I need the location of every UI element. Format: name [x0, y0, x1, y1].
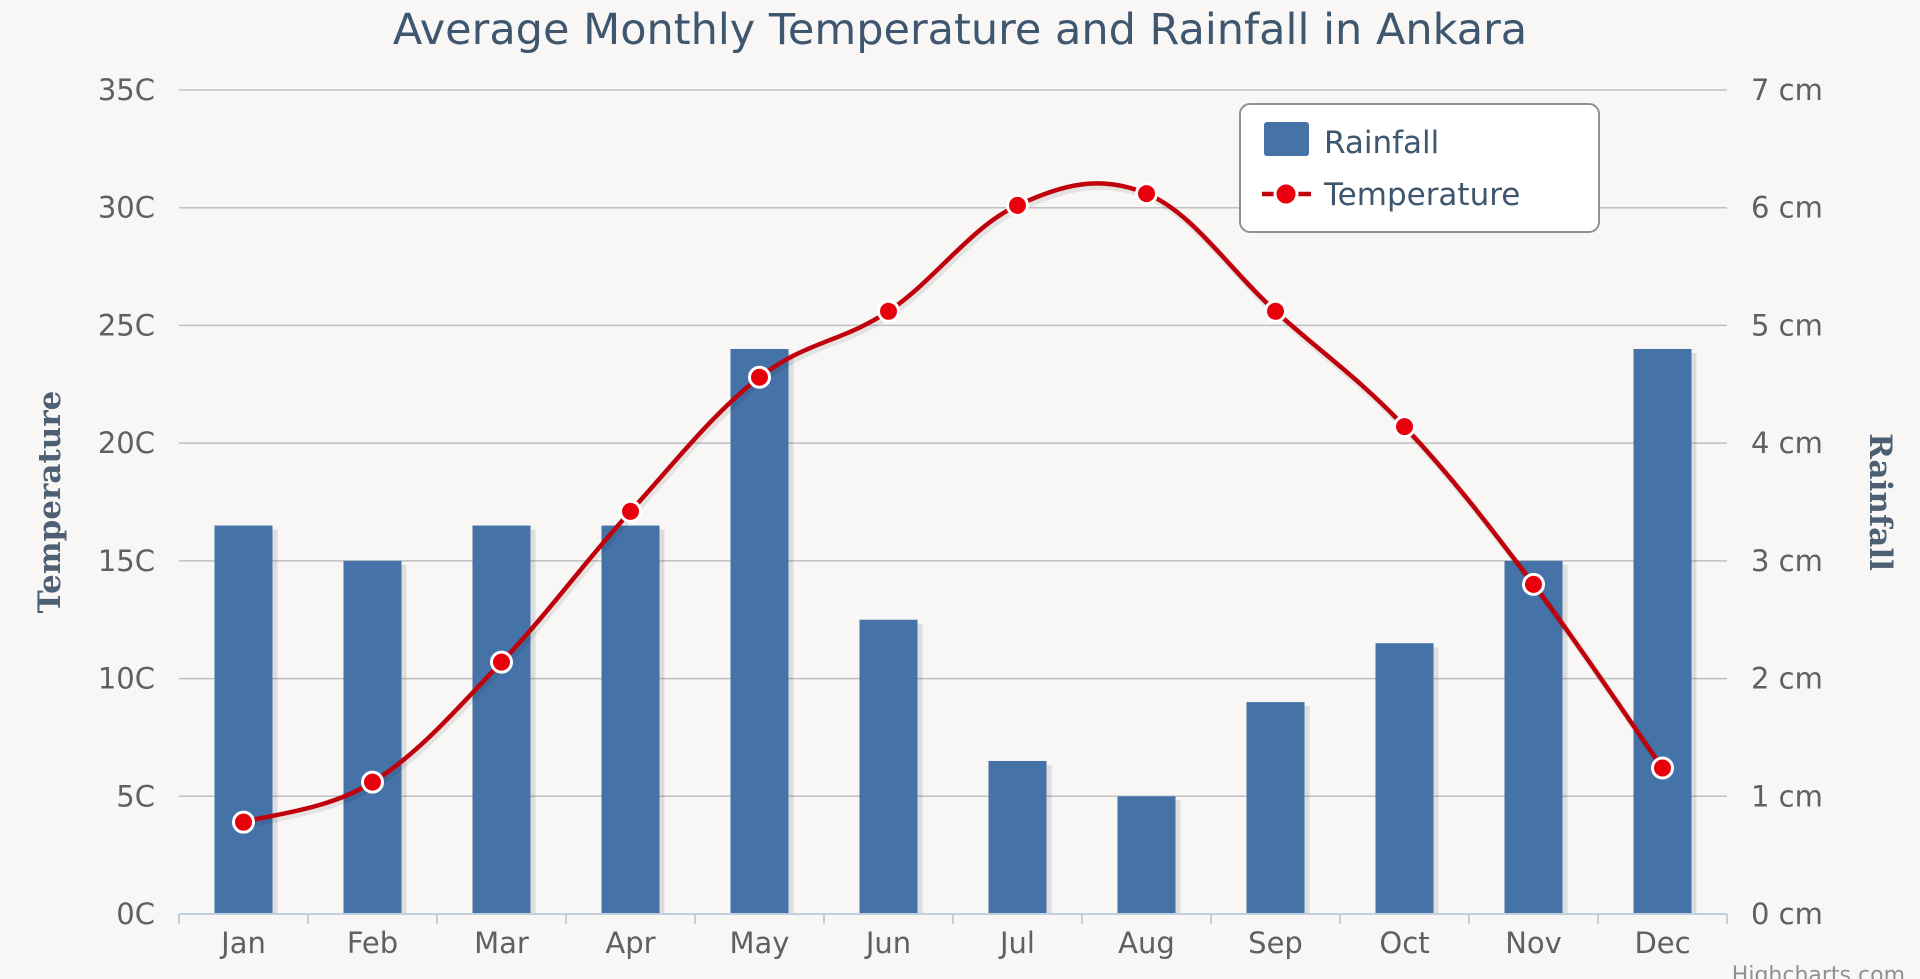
x-tick-label: Sep: [1248, 926, 1303, 960]
y-left-tick-label: 10C: [98, 662, 155, 696]
temperature-line-shadow: [244, 182, 1668, 829]
y-left-tick-label: 35C: [98, 73, 155, 107]
rainfall-bar: [859, 619, 918, 914]
temperature-marker: [619, 499, 642, 523]
legend-label-temperature: Temperature: [1323, 177, 1520, 213]
legend-symbol-marker: [1273, 181, 1299, 207]
temperature-marker: [490, 650, 513, 674]
y-axis-left-ticks: 0C 5C 10C 15C 20C 25C 30C 35C: [98, 73, 155, 931]
rainfall-bar: [472, 525, 531, 914]
y-right-tick-label: 5 cm: [1751, 308, 1823, 342]
y-right-tick-label: 4 cm: [1751, 426, 1823, 460]
temperature-marker: [1651, 756, 1674, 780]
x-tick-label: May: [730, 926, 790, 960]
rainfall-bar: [343, 560, 402, 914]
legend-label-rainfall: Rainfall: [1324, 125, 1439, 161]
y-right-tick-label: 2 cm: [1751, 662, 1823, 696]
temperature-marker: [361, 770, 384, 794]
x-tick-label: Nov: [1505, 926, 1562, 960]
y-right-tick-label: 1 cm: [1751, 779, 1823, 813]
y-left-tick-label: 5C: [116, 779, 155, 813]
rainfall-bar: [1246, 702, 1305, 914]
legend-box: [1239, 103, 1600, 233]
x-axis-ticks: Jan Feb Mar Apr May Jun Jul Aug Sep Oct Nov Dec: [178, 914, 1728, 960]
y-right-tick-label: 6 cm: [1751, 191, 1823, 225]
rainfall-bar: [214, 525, 273, 914]
temperature-marker: [1135, 182, 1158, 206]
x-tick-label: Dec: [1634, 926, 1690, 960]
x-tick-label: Mar: [474, 926, 529, 960]
x-tick-label: Jan: [219, 926, 266, 960]
temperature-marker: [232, 810, 255, 834]
temperature-marker: [1006, 193, 1029, 217]
temperature-marker: [877, 299, 900, 323]
rainfall-bar: [988, 760, 1047, 914]
y-left-tick-label: 25C: [98, 308, 155, 342]
x-tick-label: Oct: [1379, 926, 1429, 960]
y-right-tick-label: 0 cm: [1751, 897, 1823, 931]
y-axis-right-ticks: 0 cm 1 cm 2 cm 3 cm 4 cm 5 cm 6 cm 7 cm: [1751, 73, 1823, 931]
temperature-marker: [748, 365, 771, 389]
legend-symbol-rainfall: [1264, 122, 1309, 156]
temperature-marker: [1393, 415, 1416, 439]
x-tick-label: Jun: [864, 926, 911, 960]
grid-lines: [179, 89, 1727, 798]
y-axis-right-title: Rainfall: [1862, 433, 1898, 571]
rainfall-bar: [1375, 643, 1434, 914]
y-left-tick-label: 0C: [116, 897, 155, 931]
credits-link[interactable]: Highcharts.com: [1732, 963, 1905, 979]
y-left-tick-label: 30C: [98, 191, 155, 225]
y-right-tick-label: 3 cm: [1751, 544, 1823, 578]
chart-title: Average Monthly Temperature and Rainfall…: [393, 5, 1527, 55]
x-tick-label: Feb: [347, 926, 398, 960]
y-left-tick-label: 20C: [98, 426, 155, 460]
legend: Rainfall Temperature: [1239, 103, 1600, 233]
rainfall-bar: [1504, 560, 1563, 914]
rainfall-bar: [601, 525, 660, 914]
y-left-tick-label: 15C: [98, 544, 155, 578]
rainfall-bar: [1117, 796, 1176, 914]
x-tick-label: Jul: [998, 926, 1035, 960]
temperature-line: [242, 181, 1665, 825]
x-tick-label: Aug: [1118, 926, 1175, 960]
legend-item-rainfall[interactable]: Rainfall: [1264, 122, 1439, 161]
temperature-marker: [1264, 299, 1287, 323]
temperature-series: [232, 181, 1674, 834]
rainfall-bar: [1633, 348, 1692, 914]
y-right-tick-label: 7 cm: [1751, 73, 1823, 107]
temperature-marker: [1522, 572, 1545, 596]
y-axis-left-title: Temperature: [32, 391, 68, 614]
rainfall-series: [214, 348, 1697, 914]
rainfall-bar: [730, 348, 789, 914]
legend-item-temperature[interactable]: Temperature: [1262, 177, 1520, 213]
x-tick-label: Apr: [605, 926, 655, 960]
